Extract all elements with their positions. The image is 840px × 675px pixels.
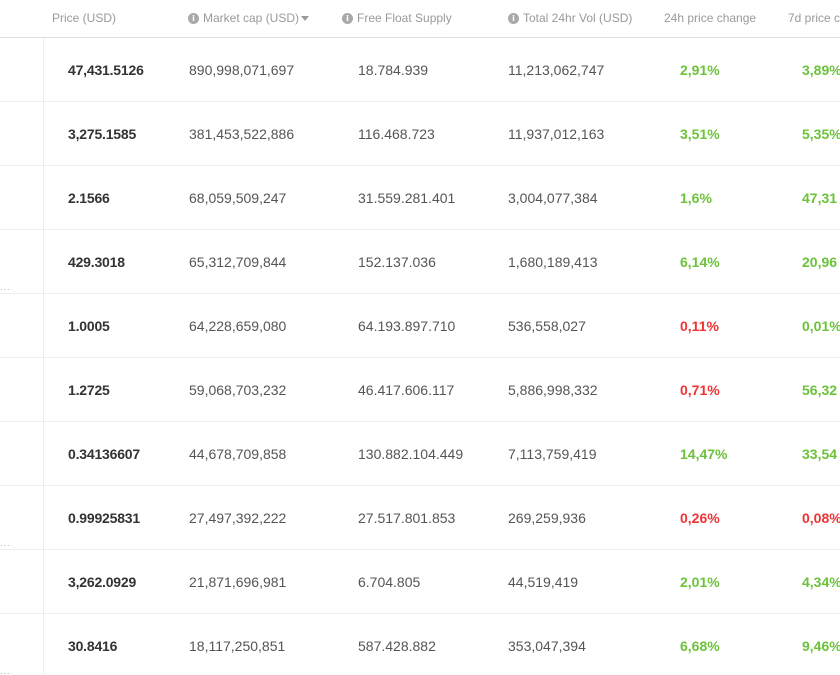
change-24h-cell: 14,47%: [680, 446, 728, 462]
price-cell: 1.0005: [68, 318, 110, 334]
table-row[interactable]: 47,431.5126 890,998,071,697 18.784.939 11,2…: [0, 38, 840, 102]
table-header: Price (USD) i Market cap (USD) i Free Fl…: [0, 0, 840, 38]
table-row[interactable]: 1.0005 64,228,659,080 64.193.897.710 536,55…: [0, 294, 840, 358]
header-market-cap-label: Market cap (USD): [203, 11, 300, 25]
change-7d-cell: 3,89%: [802, 62, 840, 78]
table-row[interactable]: 0.34136607 44,678,709,858 130.882.104.449 7…: [0, 422, 840, 486]
total-vol-cell: 11,213,062,747: [508, 62, 605, 78]
price-cell: 47,431.5126: [68, 62, 144, 78]
price-cell: 429.3018: [68, 254, 125, 270]
price-cell: 3,275.1585: [68, 126, 137, 142]
info-circle-icon[interactable]: i: [342, 12, 353, 24]
header-free-float[interactable]: i Free Float Supply: [342, 11, 452, 25]
price-cell: 0.34136607: [68, 446, 140, 462]
change-24h-cell: 0,11%: [680, 318, 719, 334]
header-price-label: Price (USD): [52, 11, 117, 25]
total-vol-cell: 353,047,394: [508, 638, 586, 654]
market-cap-cell: 18,117,250,851: [189, 638, 286, 654]
change-7d-cell: 0,08%: [802, 510, 840, 526]
total-vol-cell: 7,113,759,419: [508, 446, 597, 462]
change-7d-cell: 0,01%: [802, 318, 840, 334]
market-cap-cell: 65,312,709,844: [189, 254, 287, 270]
change-24h-cell: 0,71%: [680, 382, 720, 398]
table-row[interactable]: 429.3018 65,312,709,844 152.137.036 1,680,1…: [0, 230, 840, 294]
free-float-cell: 46.417.606.117: [358, 382, 455, 398]
header-price[interactable]: Price (USD): [52, 11, 116, 25]
price-cell: 3,262.0929: [68, 574, 137, 590]
change-7d-cell: 4,34%: [802, 574, 840, 590]
price-cell: 2.1566: [68, 190, 110, 206]
table-row[interactable]: 1.2725 59,068,703,232 46.417.606.117 5,886,…: [0, 358, 840, 422]
sort-descending-icon[interactable]: [301, 16, 310, 21]
change-7d-cell: 33,54: [802, 446, 838, 462]
change-24h-cell: 2,01%: [680, 574, 720, 590]
change-7d-cell: 56,32: [802, 382, 838, 398]
info-circle-icon[interactable]: i: [508, 12, 519, 24]
truncation-dots: ...: [0, 282, 11, 292]
truncation-dots: ...: [0, 666, 11, 675]
change-7d-cell: 47,31: [802, 190, 838, 206]
free-float-cell: 6.704.805: [358, 574, 421, 590]
header-total-vol[interactable]: i Total 24hr Vol (USD): [508, 11, 632, 25]
market-cap-cell: 44,678,709,858: [189, 446, 287, 462]
total-vol-cell: 1,680,189,413: [508, 254, 598, 270]
market-cap-cell: 890,998,071,697: [189, 62, 295, 78]
free-float-cell: 116.468.723: [358, 126, 435, 142]
market-cap-cell: 64,228,659,080: [189, 318, 287, 334]
price-cell: 30.8416: [68, 638, 118, 654]
market-cap-cell: 59,068,703,232: [189, 382, 287, 398]
price-cell: 1.2725: [68, 382, 110, 398]
change-24h-cell: 2,91%: [680, 62, 720, 78]
table-row[interactable]: 3,275.1585 381,453,522,886 116.468.723 11,9…: [0, 102, 840, 166]
change-24h-cell: 3,51%: [680, 126, 720, 142]
free-float-cell: 27.517.801.853: [358, 510, 456, 526]
header-7d-change[interactable]: 7d price c: [788, 11, 840, 25]
header-7d-change-label: 7d price c: [788, 11, 840, 25]
table-row[interactable]: 2.1566 68,059,509,247 31.559.281.401 3,004,…: [0, 166, 840, 230]
total-vol-cell: 536,558,027: [508, 318, 586, 334]
table-row[interactable]: 0.99925831 27,497,392,222 27.517.801.853 26…: [0, 486, 840, 550]
header-free-float-label: Free Float Supply: [357, 11, 452, 25]
free-float-cell: 64.193.897.710: [358, 318, 456, 334]
change-7d-cell: 9,46%: [802, 638, 840, 654]
total-vol-cell: 44,519,419: [508, 574, 579, 590]
total-vol-cell: 5,886,998,332: [508, 382, 598, 398]
market-cap-cell: 381,453,522,886: [189, 126, 295, 142]
free-float-cell: 152.137.036: [358, 254, 436, 270]
total-vol-cell: 11,937,012,163: [508, 126, 605, 142]
free-float-cell: 587.428.882: [358, 638, 436, 654]
free-float-cell: 31.559.281.401: [358, 190, 456, 206]
market-cap-cell: 27,497,392,222: [189, 510, 287, 526]
table-row[interactable]: 30.8416 18,117,250,851 587.428.882 353,047,…: [0, 614, 840, 675]
change-24h-cell: 1,6%: [680, 190, 712, 206]
total-vol-cell: 3,004,077,384: [508, 190, 598, 206]
table-row[interactable]: 3,262.0929 21,871,696,981 6.704.805 44,519,…: [0, 550, 840, 614]
info-circle-icon[interactable]: i: [188, 12, 199, 24]
column-divider: [43, 0, 44, 675]
header-market-cap[interactable]: i Market cap (USD): [188, 11, 310, 25]
header-24h-change-label: 24h price change: [664, 11, 757, 25]
change-7d-cell: 5,35%: [802, 126, 840, 142]
truncation-dots: ...: [0, 538, 11, 548]
change-24h-cell: 6,68%: [680, 638, 720, 654]
header-total-vol-label: Total 24hr Vol (USD): [523, 11, 633, 25]
change-24h-cell: 0,26%: [680, 510, 720, 526]
header-24h-change[interactable]: 24h price change: [664, 11, 756, 25]
free-float-cell: 130.882.104.449: [358, 446, 464, 462]
change-24h-cell: 6,14%: [680, 254, 720, 270]
market-cap-cell: 68,059,509,247: [189, 190, 287, 206]
price-cell: 0.99925831: [68, 510, 140, 526]
total-vol-cell: 269,259,936: [508, 510, 586, 526]
free-float-cell: 18.784.939: [358, 62, 429, 78]
market-cap-cell: 21,871,696,981: [189, 574, 287, 590]
change-7d-cell: 20,96: [802, 254, 838, 270]
